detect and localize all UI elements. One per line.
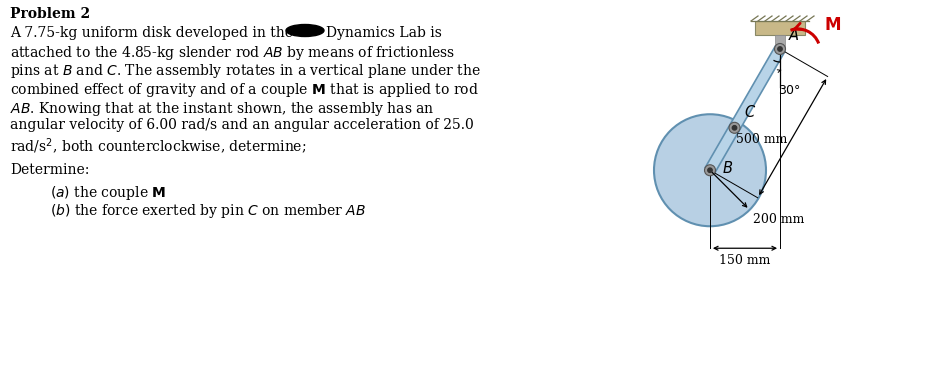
Text: combined effect of gravity and of a couple $\mathbf{M}$ that is applied to rod: combined effect of gravity and of a coup… [10,81,478,99]
Circle shape [774,44,784,55]
Circle shape [707,168,712,172]
Text: A 7.75-kg uniform disk developed in the: A 7.75-kg uniform disk developed in the [10,25,293,39]
Text: 500 mm: 500 mm [734,133,786,146]
Circle shape [704,165,715,176]
Text: 200 mm: 200 mm [751,213,803,226]
Bar [774,35,784,49]
Text: Dynamics Lab is: Dynamics Lab is [326,25,442,39]
Text: $\mathbf{M}$: $\mathbf{M}$ [823,17,840,33]
Text: $A$: $A$ [787,27,799,43]
Ellipse shape [286,25,324,36]
Circle shape [728,122,739,133]
Text: $\mathit{AB}$. Knowing that at the instant shown, the assembly has an: $\mathit{AB}$. Knowing that at the insta… [10,100,434,117]
Text: 150 mm: 150 mm [718,254,770,267]
Circle shape [732,125,736,130]
Text: 30: 30 [761,80,763,81]
Text: Determine:: Determine: [10,163,90,177]
Text: $30°$: $30°$ [777,84,801,97]
Circle shape [653,114,766,226]
Bar [754,21,804,35]
Text: $B$: $B$ [721,160,733,176]
Circle shape [777,47,782,51]
Text: Problem 2: Problem 2 [10,7,90,21]
Polygon shape [704,46,784,173]
Text: rad/s$^2$, both counterclockwise, determine;: rad/s$^2$, both counterclockwise, determ… [10,136,306,157]
Text: pins at $\mathit{B}$ and $\mathit{C}$. The assembly rotates in a vertical plane : pins at $\mathit{B}$ and $\mathit{C}$. T… [10,63,480,80]
Text: $C$: $C$ [744,104,756,120]
Text: $(b)$ the force exerted by pin $\mathit{C}$ on member $\mathit{AB}$: $(b)$ the force exerted by pin $\mathit{… [50,202,365,220]
Text: attached to the 4.85-kg slender rod $\mathit{AB}$ by means of frictionless: attached to the 4.85-kg slender rod $\ma… [10,44,455,62]
Text: angular velocity of 6.00 rad/s and an angular acceleration of 25.0: angular velocity of 6.00 rad/s and an an… [10,118,473,132]
Text: $(a)$ the couple $\mathbf{M}$: $(a)$ the couple $\mathbf{M}$ [50,183,166,202]
